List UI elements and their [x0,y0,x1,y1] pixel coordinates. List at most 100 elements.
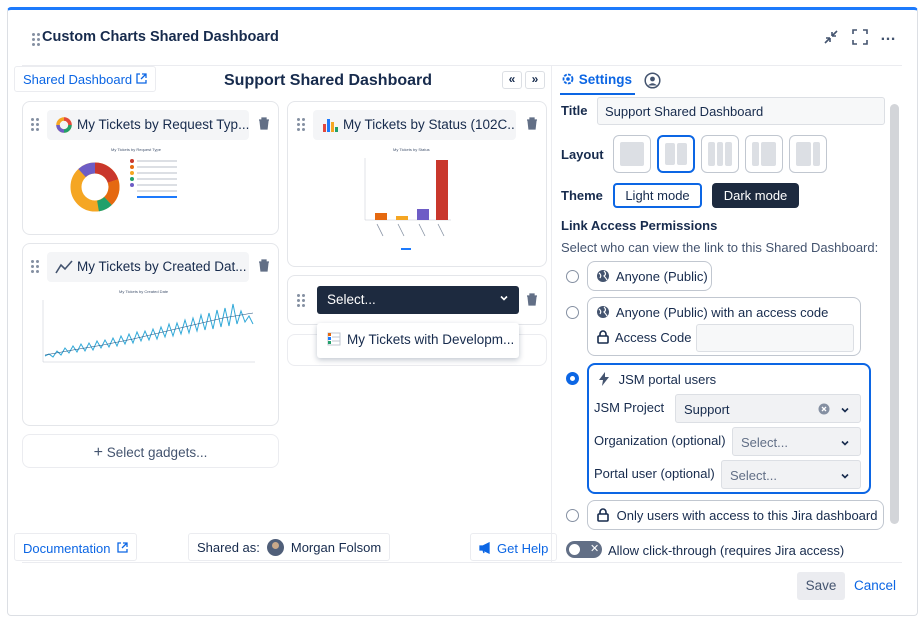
settings-scrollbar[interactable] [890,104,899,524]
gadget-header[interactable]: My Tickets by Request Typ... [47,110,249,140]
chart-title: My Tickets by Created Date [119,289,169,294]
select-gadgets-label: Select gadgets... [106,445,208,460]
gadget-status: My Tickets by Status (102C... My Tickets… [287,101,547,267]
documentation-label: Documentation [23,541,111,556]
access-code-input[interactable] [696,324,854,352]
option-public-code-label: Anyone (Public) with an access code [615,305,829,320]
dropdown-option[interactable]: My Tickets with Developm... [317,323,519,358]
gadget-drag-handle-icon[interactable] [31,260,39,273]
chevron-down-icon [841,407,849,413]
gadget-title: My Tickets by Created Dat... [77,259,247,274]
drag-handle-icon[interactable] [32,33,40,46]
header-divider [22,65,902,66]
gadget-drag-handle-icon[interactable] [297,118,305,131]
organization-select[interactable]: Select... [732,427,861,456]
dropdown-option-label: My Tickets with Developm... [347,332,515,347]
nav-next-button[interactable]: » [525,71,545,89]
clear-icon[interactable] [818,403,830,415]
fullscreen-icon[interactable] [851,28,869,51]
save-button[interactable]: Save [797,572,845,600]
get-help-label: Get Help [497,541,549,556]
cancel-button[interactable]: Cancel [854,578,897,593]
gear-icon [562,73,574,85]
tab-settings-label: Settings [578,72,633,87]
theme-label: Theme [561,188,603,203]
tab-user[interactable] [644,72,661,92]
layout-option-4[interactable] [745,135,783,173]
app-title: Custom Charts Shared Dashboard [42,29,279,45]
radio-public-code[interactable] [566,306,579,319]
select-gadgets-button[interactable]: + Select gadgets... [22,434,279,468]
plus-icon: + [93,444,103,461]
chevron-down-icon [499,291,509,306]
gadget-drag-handle-icon[interactable] [297,294,305,307]
option-jira-label: Only users with access to this Jira dash… [616,508,878,523]
donut-chart-icon [56,117,72,133]
jsm-project-label: JSM Project [594,400,665,415]
shared-dashboard-link-label: Shared Dashboard [23,72,133,87]
more-options-icon[interactable]: … [880,27,896,44]
layout-option-1[interactable] [613,135,651,173]
bar-chart-icon [323,119,338,132]
jsm-project-value: Support [684,402,730,417]
dark-mode-button[interactable]: Dark mode [712,183,799,208]
light-mode-button[interactable]: Light mode [613,183,702,208]
option-jira[interactable]: Only users with access to this Jira dash… [587,500,884,530]
minimize-icon[interactable] [822,28,840,51]
avatar [266,538,284,556]
dashboard-title: Support Shared Dashboard [224,72,433,89]
gadget-request-type: My Tickets by Request Typ... My Tickets … [22,101,279,235]
organization-label: Organization (optional) [594,433,726,448]
line-chart-icon [55,260,73,274]
radio-jsm[interactable] [566,372,579,385]
lock-icon [597,330,609,344]
title-input[interactable]: Support Shared Dashboard [597,97,885,125]
layout-label: Layout [561,147,604,162]
title-label: Title [561,103,588,118]
chart-title: My Tickets by Request Type [111,147,161,152]
tab-settings[interactable]: Settings [561,72,632,87]
gadget-drag-handle-icon[interactable] [31,118,39,131]
layout-option-5[interactable] [789,135,827,173]
jsm-project-select[interactable]: Support [675,394,861,423]
click-through-label: Allow click-through (requires Jira acces… [608,543,845,558]
documentation-link[interactable]: Documentation [14,533,138,561]
gadget-header[interactable]: My Tickets by Created Dat... [47,252,249,282]
footer-divider [22,562,902,563]
globe-icon [597,270,609,282]
lock-icon [597,508,609,522]
gadget-created-date: My Tickets by Created Dat... My Tickets … [22,243,279,426]
shared-as-user: Morgan Folsom [290,539,382,555]
delete-gadget-icon[interactable] [526,293,538,309]
nav-prev-button[interactable]: « [502,71,522,89]
delete-gadget-icon[interactable] [258,259,270,275]
option-jsm[interactable]: JSM portal users JSM Project Support Org… [587,363,871,494]
permissions-heading: Link Access Permissions [561,218,718,233]
access-code-label: Access Code [614,330,692,345]
portal-user-select[interactable]: Select... [721,460,861,489]
radio-public[interactable] [566,270,579,283]
layout-option-2[interactable] [657,135,695,173]
gadget-select[interactable]: Select... [317,286,519,314]
layout-option-3[interactable] [701,135,739,173]
user-circle-icon [644,72,661,89]
permissions-description: Select who can view the link to this Sha… [561,240,879,255]
get-help-link[interactable]: Get Help [470,533,558,561]
delete-gadget-icon[interactable] [526,117,538,133]
table-icon [327,332,341,346]
option-public[interactable]: Anyone (Public) [587,261,712,291]
organization-placeholder: Select... [741,435,788,450]
chevron-down-icon [841,440,849,446]
click-through-toggle[interactable]: ✕ [566,541,602,558]
created-date-line-chart [42,300,255,363]
settings-panel [551,65,903,562]
portal-user-label: Portal user (optional) [594,466,715,481]
gadget-header[interactable]: My Tickets by Status (102C... [313,110,516,140]
delete-gadget-icon[interactable] [258,117,270,133]
option-public-code[interactable]: Anyone (Public) with an access code Acce… [587,297,861,356]
megaphone-icon [479,541,490,555]
external-link-icon [136,73,147,84]
shared-dashboard-link[interactable]: Shared Dashboard [14,66,156,92]
radio-jira[interactable] [566,509,579,522]
request-type-donut [70,162,120,212]
